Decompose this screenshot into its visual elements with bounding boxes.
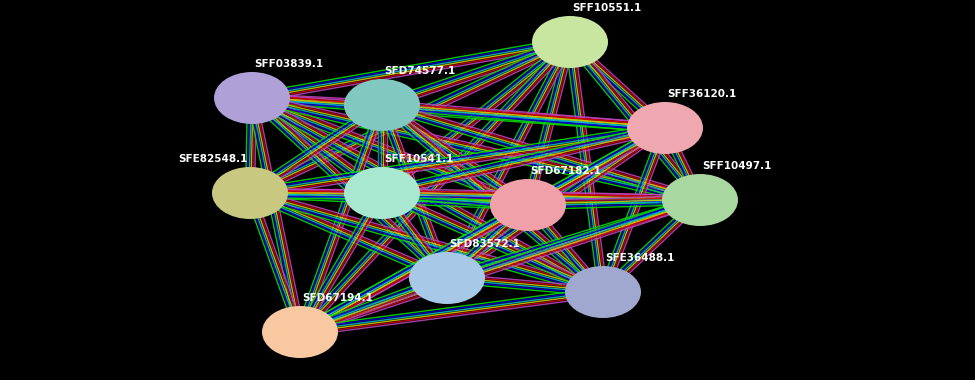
Text: SFF10497.1: SFF10497.1 [702,161,771,171]
Text: SFF10541.1: SFF10541.1 [384,154,453,164]
Text: SFF36120.1: SFF36120.1 [667,89,736,99]
Text: SFD67194.1: SFD67194.1 [302,293,372,303]
Text: SFF03839.1: SFF03839.1 [254,59,323,69]
Ellipse shape [409,252,485,304]
Ellipse shape [662,174,738,226]
Ellipse shape [490,179,566,231]
Ellipse shape [212,167,288,219]
Text: SFD74577.1: SFD74577.1 [384,66,455,76]
Ellipse shape [344,167,420,219]
Ellipse shape [214,72,290,124]
Ellipse shape [262,306,338,358]
Text: SFF10551.1: SFF10551.1 [572,3,642,13]
Ellipse shape [344,79,420,131]
Ellipse shape [532,16,608,68]
Text: SFE82548.1: SFE82548.1 [178,154,248,164]
Text: SFE36488.1: SFE36488.1 [605,253,675,263]
Ellipse shape [565,266,641,318]
Text: SFD83572.1: SFD83572.1 [449,239,520,249]
Text: SFD67182.1: SFD67182.1 [530,166,601,176]
Ellipse shape [627,102,703,154]
